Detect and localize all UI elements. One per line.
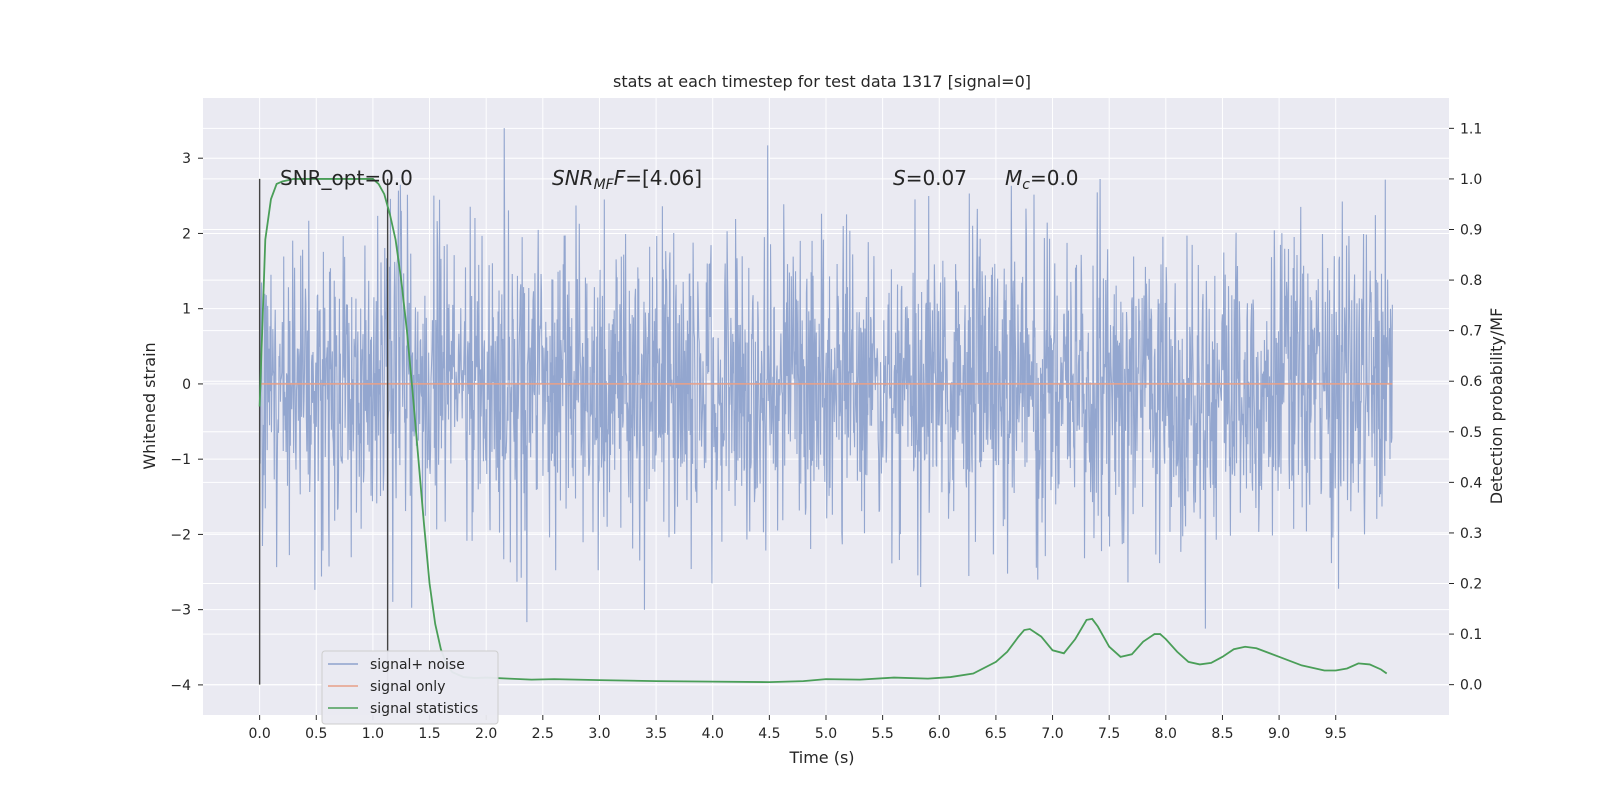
x-tick-label-14: 7.0 — [1041, 726, 1063, 742]
annotation-mc: Mc=0.0 — [1005, 166, 1079, 193]
x-tick-label-16: 8.0 — [1155, 726, 1177, 742]
y-tick-label-2: 1 — [182, 302, 191, 318]
x-tick-label-6: 3.0 — [588, 726, 610, 742]
annotation-snr-mf-main: SNR — [552, 166, 594, 190]
legend-label-signal-noise: signal+ noise — [370, 657, 465, 673]
x-tick-label-8: 4.0 — [702, 726, 724, 742]
legend-box — [321, 650, 499, 725]
y-tick-label-3: 0 — [182, 377, 191, 393]
y2-axis-label: Detection probability/MF — [1487, 308, 1506, 505]
x-tick-label-7: 3.5 — [645, 726, 667, 742]
annotation-snr-mf-sub: MF — [594, 177, 615, 193]
annotation-snr-mf-value: =[4.06] — [625, 166, 702, 190]
annotation-s-value: =0.07 — [906, 166, 967, 190]
x-tick-label-0: 0.0 — [249, 726, 271, 742]
y2-tick-label-2: 0.9 — [1460, 222, 1482, 238]
series-signal-statistics — [258, 178, 1388, 684]
signal-noise-line — [259, 128, 1393, 629]
y-tick-label-1: 2 — [182, 226, 191, 242]
y2-tick-label-9: 0.2 — [1460, 577, 1482, 593]
y-tick-label-5: −2 — [170, 527, 191, 543]
y2-tick-label-3: 0.8 — [1460, 273, 1482, 289]
x-axis-ticks: 0.0 0.5 1.0 1.5 2.0 2.5 3.0 3.5 4.0 4.5 5.0 5.5 6.0 6… — [249, 715, 1347, 742]
y2-tick-label-1: 1.0 — [1460, 172, 1482, 188]
annotation-snr-mf: SNRMFF=[4.06] — [552, 166, 702, 193]
y-tick-label-0: 3 — [182, 151, 191, 167]
x-tick-label-3: 1.5 — [418, 726, 440, 742]
x-tick-label-4: 2.0 — [475, 726, 497, 742]
x-tick-label-9: 4.5 — [758, 726, 780, 742]
signal-statistics-line — [258, 178, 1388, 684]
y2-tick-label-0: 1.1 — [1460, 121, 1482, 137]
y2-tick-label-4: 0.7 — [1460, 324, 1482, 340]
legend: signal+ noise signal only signal statist… — [321, 650, 499, 725]
y2-tick-label-8: 0.3 — [1460, 526, 1482, 542]
y-tick-label-6: −3 — [170, 603, 191, 619]
y2-tick-label-11: 0.0 — [1460, 678, 1482, 694]
y2-tick-label-5: 0.6 — [1460, 374, 1482, 390]
x-tick-label-17: 8.5 — [1211, 726, 1233, 742]
annotation-mc-main: M — [1005, 166, 1022, 190]
annotation-s: S=0.07 — [893, 166, 967, 190]
x-tick-label-10: 5.0 — [815, 726, 837, 742]
legend-label-signal-statistics: signal statistics — [370, 701, 478, 717]
y2-tick-label-7: 0.4 — [1460, 475, 1482, 491]
y-tick-label-4: −1 — [170, 452, 191, 468]
y2-tick-label-10: 0.1 — [1460, 627, 1482, 643]
y-axis-label: Whitened strain — [140, 342, 159, 469]
x-tick-label-12: 6.0 — [928, 726, 950, 742]
x-axis-label: Time (s) — [788, 748, 854, 767]
x-tick-label-13: 6.5 — [985, 726, 1007, 742]
annotation-mc-sub: c — [1022, 177, 1030, 193]
x-tick-label-15: 7.5 — [1098, 726, 1120, 742]
y-axis-ticks: 3 2 1 0 −1 −2 −3 −4 — [170, 151, 203, 694]
x-tick-label-5: 2.5 — [532, 726, 554, 742]
x-tick-label-1: 0.5 — [305, 726, 327, 742]
x-tick-label-11: 5.5 — [872, 726, 894, 742]
chart-title: stats at each timestep for test data 131… — [613, 72, 1031, 91]
x-tick-label-18: 9.0 — [1268, 726, 1290, 742]
annotation-s-main: S — [893, 166, 906, 190]
x-tick-label-19: 9.5 — [1325, 726, 1347, 742]
y-tick-label-7: −4 — [170, 678, 191, 694]
y2-tick-label-6: 0.5 — [1460, 425, 1482, 441]
annotation-snr-opt: SNR_opt=0.0 — [280, 166, 413, 190]
vertical-markers — [258, 178, 389, 685]
series-signal-noise — [259, 128, 1393, 629]
annotation-mc-value: =0.0 — [1030, 166, 1079, 190]
legend-label-signal-only: signal only — [370, 679, 445, 695]
y2-axis-ticks: 1.1 1.0 0.9 0.8 0.7 0.6 0.5 0.4 0.3 0.2 0.1 0.0 — [1449, 121, 1482, 694]
x-tick-label-2: 1.0 — [362, 726, 384, 742]
